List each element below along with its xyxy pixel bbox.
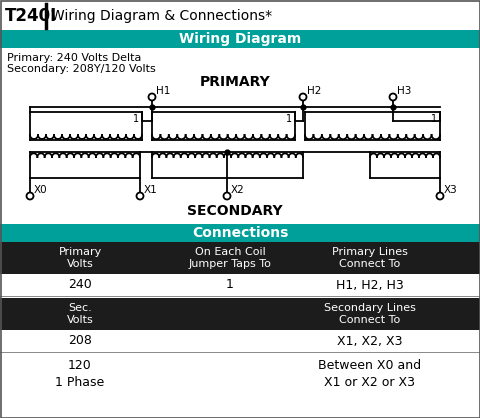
Text: 1: 1 <box>431 114 437 124</box>
Text: Wiring Diagram & Connections*: Wiring Diagram & Connections* <box>51 9 272 23</box>
Text: Sec.
Volts: Sec. Volts <box>67 303 94 325</box>
Text: 1: 1 <box>226 278 234 291</box>
Text: Connections: Connections <box>192 226 288 240</box>
Circle shape <box>148 94 156 100</box>
Text: 1: 1 <box>286 114 292 124</box>
Text: Primary Lines
Connect To: Primary Lines Connect To <box>332 247 408 269</box>
Text: Primary
Volts: Primary Volts <box>59 247 102 269</box>
Text: H1, H2, H3: H1, H2, H3 <box>336 278 404 291</box>
Text: X2: X2 <box>231 185 245 195</box>
Text: PRIMARY: PRIMARY <box>200 75 270 89</box>
Bar <box>0 298 480 330</box>
Text: X1: X1 <box>144 185 158 195</box>
Text: T240I: T240I <box>5 7 57 25</box>
Text: 208: 208 <box>68 334 92 347</box>
Text: 120
1 Phase: 120 1 Phase <box>55 359 105 389</box>
Text: X0: X0 <box>34 185 48 195</box>
Circle shape <box>26 193 34 199</box>
Bar <box>0 224 480 242</box>
Text: 1: 1 <box>133 114 139 124</box>
Text: H1: H1 <box>156 86 170 96</box>
Circle shape <box>300 94 307 100</box>
Circle shape <box>136 193 144 199</box>
Circle shape <box>436 193 444 199</box>
Text: H3: H3 <box>397 86 411 96</box>
Text: 240: 240 <box>68 278 92 291</box>
Text: Wiring Diagram: Wiring Diagram <box>179 32 301 46</box>
Text: Primary: 240 Volts Delta: Primary: 240 Volts Delta <box>7 53 142 63</box>
Circle shape <box>224 193 230 199</box>
Text: H2: H2 <box>307 86 322 96</box>
Text: Secondary Lines
Connect To: Secondary Lines Connect To <box>324 303 416 325</box>
Text: Between X0 and
X1 or X2 or X3: Between X0 and X1 or X2 or X3 <box>318 359 421 389</box>
Text: SECONDARY: SECONDARY <box>187 204 283 218</box>
Bar <box>0 242 480 274</box>
Bar <box>0 30 480 48</box>
Text: X1, X2, X3: X1, X2, X3 <box>337 334 403 347</box>
Text: On Each Coil
Jumper Taps To: On Each Coil Jumper Taps To <box>189 247 271 269</box>
Circle shape <box>389 94 396 100</box>
Text: Secondary: 208Y/120 Volts: Secondary: 208Y/120 Volts <box>7 64 156 74</box>
Text: X3: X3 <box>444 185 458 195</box>
